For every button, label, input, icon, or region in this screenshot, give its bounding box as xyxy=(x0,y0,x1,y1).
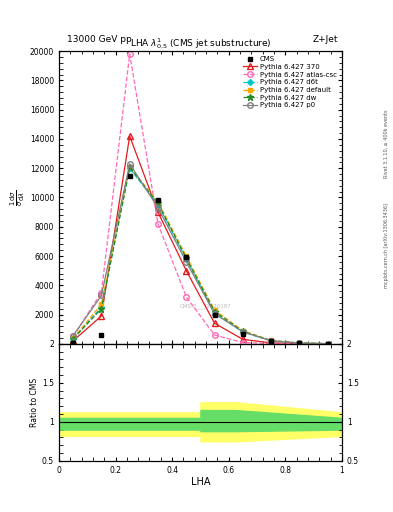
Pythia 6.427 d6t xyxy=(241,329,245,335)
Line: Pythia 6.427 default: Pythia 6.427 default xyxy=(71,165,330,346)
Pythia 6.427 p0 xyxy=(269,338,274,344)
Pythia 6.427 p0 xyxy=(325,340,330,347)
Pythia 6.427 default xyxy=(156,199,160,205)
Pythia 6.427 d6t xyxy=(156,202,160,208)
Pythia 6.427 atlas-csc xyxy=(212,332,217,338)
Pythia 6.427 atlas-csc xyxy=(241,339,245,346)
Pythia 6.427 370 xyxy=(156,209,160,215)
Pythia 6.427 d6t xyxy=(212,310,217,316)
Y-axis label: $\frac{1}{\sigma}\frac{\mathrm{d}\sigma}{\mathrm{d}\lambda}$: $\frac{1}{\sigma}\frac{\mathrm{d}\sigma}… xyxy=(9,189,27,206)
Pythia 6.427 370 xyxy=(184,268,189,274)
Pythia 6.427 370 xyxy=(71,338,75,344)
CMS xyxy=(241,330,245,336)
CMS xyxy=(325,340,330,347)
Pythia 6.427 d6t xyxy=(99,304,104,310)
Legend: CMS, Pythia 6.427 370, Pythia 6.427 atlas-csc, Pythia 6.427 d6t, Pythia 6.427 de: CMS, Pythia 6.427 370, Pythia 6.427 atla… xyxy=(241,55,338,110)
Pythia 6.427 atlas-csc xyxy=(297,340,302,347)
Line: Pythia 6.427 d6t: Pythia 6.427 d6t xyxy=(71,166,330,346)
Pythia 6.427 p0 xyxy=(297,340,302,346)
Pythia 6.427 d6t xyxy=(269,338,274,344)
Y-axis label: Ratio to CMS: Ratio to CMS xyxy=(30,378,39,427)
Line: Pythia 6.427 atlas-csc: Pythia 6.427 atlas-csc xyxy=(70,51,331,347)
Pythia 6.427 dw xyxy=(297,340,302,346)
Pythia 6.427 d6t xyxy=(184,256,189,262)
Pythia 6.427 370 xyxy=(99,313,104,319)
CMS xyxy=(127,173,132,179)
Pythia 6.427 dw xyxy=(269,337,274,344)
CMS xyxy=(212,311,217,317)
Pythia 6.427 atlas-csc xyxy=(156,221,160,227)
Pythia 6.427 atlas-csc xyxy=(325,340,330,347)
Pythia 6.427 default xyxy=(325,340,330,347)
Pythia 6.427 370 xyxy=(269,340,274,346)
Pythia 6.427 p0 xyxy=(127,161,132,167)
Pythia 6.427 d6t xyxy=(127,165,132,172)
CMS xyxy=(297,340,302,346)
Title: LHA $\lambda^{1}_{0.5}$ (CMS jet substructure): LHA $\lambda^{1}_{0.5}$ (CMS jet substru… xyxy=(130,36,271,51)
Pythia 6.427 dw xyxy=(325,340,330,347)
Pythia 6.427 p0 xyxy=(241,329,245,335)
X-axis label: LHA: LHA xyxy=(191,477,210,487)
Pythia 6.427 dw xyxy=(127,164,132,170)
Pythia 6.427 default xyxy=(127,164,132,170)
Pythia 6.427 default xyxy=(184,253,189,259)
CMS xyxy=(99,332,104,338)
CMS xyxy=(71,340,75,346)
Pythia 6.427 default xyxy=(212,307,217,313)
Pythia 6.427 370 xyxy=(127,133,132,139)
Pythia 6.427 p0 xyxy=(184,259,189,265)
Pythia 6.427 dw xyxy=(212,309,217,315)
Pythia 6.427 atlas-csc xyxy=(71,333,75,339)
Pythia 6.427 d6t xyxy=(297,340,302,346)
Text: Z+Jet: Z+Jet xyxy=(312,34,338,44)
Pythia 6.427 p0 xyxy=(156,205,160,211)
Line: Pythia 6.427 370: Pythia 6.427 370 xyxy=(70,133,331,347)
Pythia 6.427 atlas-csc xyxy=(127,51,132,57)
Text: mcplots.cern.ch [arXiv:1306.3436]: mcplots.cern.ch [arXiv:1306.3436] xyxy=(384,203,389,288)
Line: Pythia 6.427 p0: Pythia 6.427 p0 xyxy=(70,161,331,347)
Pythia 6.427 default xyxy=(71,335,75,342)
Pythia 6.427 dw xyxy=(184,255,189,261)
Pythia 6.427 dw xyxy=(71,336,75,342)
CMS xyxy=(184,254,189,261)
Pythia 6.427 370 xyxy=(241,336,245,343)
CMS xyxy=(156,197,160,203)
Pythia 6.427 370 xyxy=(212,320,217,326)
Text: CMS-2___J1920187: CMS-2___J1920187 xyxy=(180,303,232,309)
Pythia 6.427 default xyxy=(297,340,302,346)
Pythia 6.427 dw xyxy=(156,200,160,206)
Pythia 6.427 d6t xyxy=(71,335,75,342)
Pythia 6.427 default xyxy=(269,337,274,344)
CMS xyxy=(269,338,274,344)
Line: Pythia 6.427 dw: Pythia 6.427 dw xyxy=(70,164,331,347)
Pythia 6.427 default xyxy=(241,328,245,334)
Text: Rivet 3.1.10, ≥ 400k events: Rivet 3.1.10, ≥ 400k events xyxy=(384,109,389,178)
Pythia 6.427 370 xyxy=(325,340,330,347)
Pythia 6.427 p0 xyxy=(99,292,104,298)
Text: 13000 GeV pp: 13000 GeV pp xyxy=(67,34,132,44)
Pythia 6.427 dw xyxy=(99,306,104,312)
Pythia 6.427 atlas-csc xyxy=(269,340,274,347)
Pythia 6.427 default xyxy=(99,301,104,307)
Pythia 6.427 dw xyxy=(241,328,245,334)
Pythia 6.427 atlas-csc xyxy=(99,289,104,295)
Pythia 6.427 d6t xyxy=(325,340,330,347)
Pythia 6.427 370 xyxy=(297,340,302,347)
Pythia 6.427 p0 xyxy=(212,311,217,317)
Line: CMS: CMS xyxy=(71,173,330,346)
Pythia 6.427 p0 xyxy=(71,333,75,339)
Pythia 6.427 atlas-csc xyxy=(184,294,189,300)
